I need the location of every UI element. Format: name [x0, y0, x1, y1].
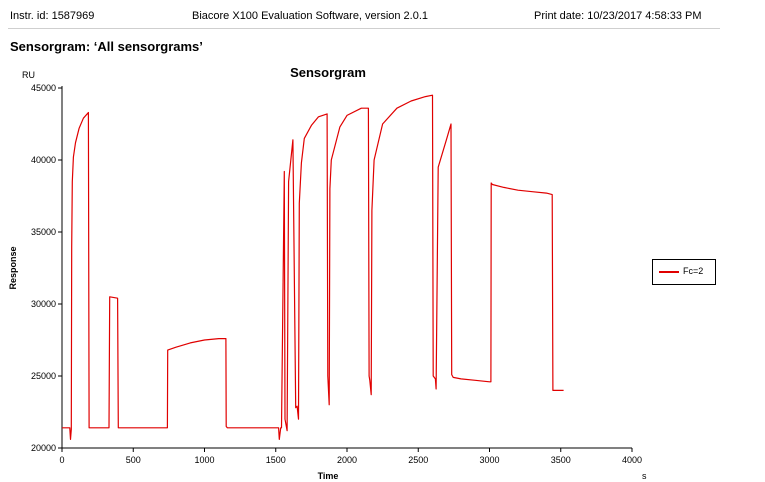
x-tick-label: 1000	[194, 455, 214, 465]
header-divider	[8, 28, 720, 29]
x-tick-label: 3500	[551, 455, 571, 465]
chart-title: Sensorgram	[290, 65, 366, 80]
y-axis-label: Response	[8, 246, 18, 289]
x-tick-label: 500	[126, 455, 141, 465]
chart-axes	[61, 86, 632, 449]
y-tick-label: 20000	[31, 443, 56, 453]
legend: Fc=2	[652, 259, 716, 285]
x-axis-label: Time	[318, 471, 339, 481]
y-tick-label: 40000	[31, 155, 56, 165]
software-version: Biacore X100 Evaluation Software, versio…	[192, 10, 429, 22]
y-tick-label: 30000	[31, 299, 56, 309]
y-axis-unit: RU	[22, 70, 35, 80]
chart-ticks: 0 500 1000 1500 2000 2500 3000 3500 4000 20000 250…	[31, 83, 642, 465]
y-tick-label: 45000	[31, 83, 56, 93]
legend-swatch	[659, 271, 679, 273]
chart-series	[62, 94, 564, 440]
x-tick-label: 4000	[622, 455, 642, 465]
y-tick-label: 25000	[31, 371, 56, 381]
x-tick-label: 2500	[408, 455, 428, 465]
x-tick-label: 2000	[337, 455, 357, 465]
series-line-fc2	[62, 94, 564, 440]
print-date: Print date: 10/23/2017 4:58:33 PM	[534, 10, 702, 22]
x-tick-label: 1500	[266, 455, 286, 465]
report-title: Sensorgram: ‘All sensorgrams’	[10, 39, 203, 54]
x-axis-unit: s	[642, 471, 647, 481]
x-tick-label: 0	[59, 455, 64, 465]
x-tick-label: 3000	[479, 455, 499, 465]
instrument-id: Instr. id: 1587969	[10, 10, 95, 22]
y-tick-label: 35000	[31, 227, 56, 237]
legend-label: Fc=2	[683, 266, 704, 276]
